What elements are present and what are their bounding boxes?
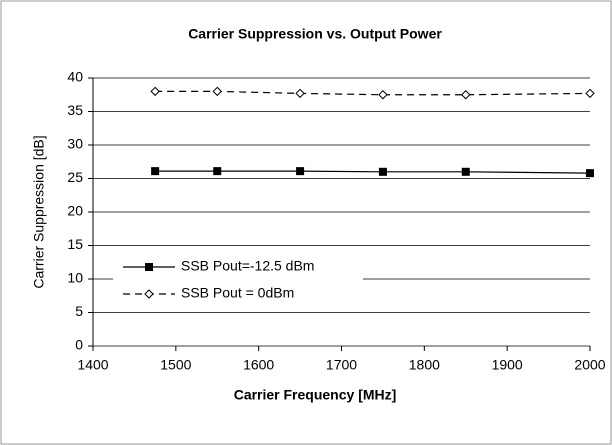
x-tick-label: 1400 <box>77 357 108 373</box>
y-tick-label: 15 <box>67 236 83 252</box>
x-tick-label: 1600 <box>243 357 274 373</box>
series-line <box>155 170 591 174</box>
y-tick-label: 35 <box>67 102 83 118</box>
x-tick-label: 1700 <box>326 357 357 373</box>
y-tick-label: 10 <box>67 270 83 286</box>
marker <box>296 167 305 176</box>
x-axis-label: Carrier Frequency [MHz] <box>234 387 397 403</box>
marker <box>150 86 160 97</box>
marker <box>212 86 222 97</box>
legend-label: SSB Pout = 0dBm <box>181 285 294 301</box>
marker <box>378 90 388 100</box>
series-line <box>155 90 591 96</box>
chart-title: Carrier Suppression vs. Output Power <box>188 26 442 42</box>
x-tick-label: 1500 <box>160 357 191 373</box>
marker <box>378 167 387 176</box>
marker <box>295 88 305 99</box>
legend-box <box>113 254 363 308</box>
y-tick-label: 0 <box>75 337 83 353</box>
x-tick-label: 2000 <box>574 357 605 373</box>
y-tick-label: 30 <box>67 136 83 152</box>
y-tick-label: 25 <box>67 169 83 185</box>
y-tick-label: 40 <box>67 69 83 85</box>
marker <box>586 169 594 178</box>
y-tick-label: 20 <box>67 203 83 219</box>
marker <box>213 167 222 176</box>
marker <box>461 90 471 100</box>
marker <box>151 167 160 176</box>
y-tick-label: 5 <box>75 303 83 319</box>
x-tick-label: 1900 <box>492 357 523 373</box>
legend-marker <box>145 263 153 271</box>
legend-label: SSB Pout=-12.5 dBm <box>181 258 314 274</box>
marker <box>461 167 470 176</box>
marker <box>585 88 595 99</box>
x-tick-label: 1800 <box>409 357 440 373</box>
legend-marker <box>144 289 154 299</box>
y-axis-label: Carrier Suppression [dB] <box>31 135 47 288</box>
